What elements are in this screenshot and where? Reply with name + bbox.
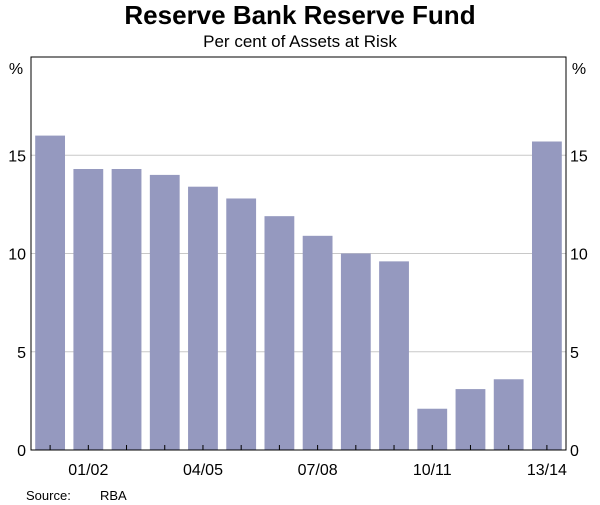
x-tick-label: 13/14 [527,462,567,479]
bar [73,169,104,450]
x-tick-label: 04/05 [183,462,223,479]
source-note: Source: RBA [26,488,127,503]
y-tick-label-right: 0 [570,443,579,460]
bar [379,261,409,450]
bar [264,216,295,450]
bar [417,408,448,450]
source-value: RBA [100,488,127,503]
bar [455,389,486,450]
y-unit-left: % [9,61,23,78]
tick-labels: 0 0 5 5 10 10 15 15 01/02 04/05 07/08 10/11 13/14 [8,148,588,479]
bar [531,141,562,450]
y-tick-label-right: 15 [570,148,588,165]
y-tick-label-right: 10 [570,247,588,264]
bar [111,169,142,450]
y-tick-label-left: 15 [8,148,26,165]
bar [188,186,218,450]
gridlines [31,154,566,353]
ticks [49,445,548,450]
x-tick-label: 01/02 [68,462,108,479]
bar [35,135,66,450]
bar [340,253,371,450]
bar [302,235,333,450]
y-tick-label-left: 5 [17,345,26,362]
y-tick-label-left: 10 [8,247,26,264]
bar [149,174,180,450]
y-unit-right: % [572,61,586,78]
x-tick-label: 10/11 [413,462,452,479]
bars [35,135,562,450]
bar [226,198,257,450]
x-tick-label: 07/08 [298,462,338,479]
chart-title: Reserve Bank Reserve Fund [124,0,476,30]
y-tick-label-right: 5 [570,345,579,362]
plot-frame [30,56,567,451]
y-tick-label-left: 0 [17,443,26,460]
bar [493,379,524,450]
chart-subtitle: Per cent of Assets at Risk [203,32,397,51]
source-label: Source: [26,488,71,503]
